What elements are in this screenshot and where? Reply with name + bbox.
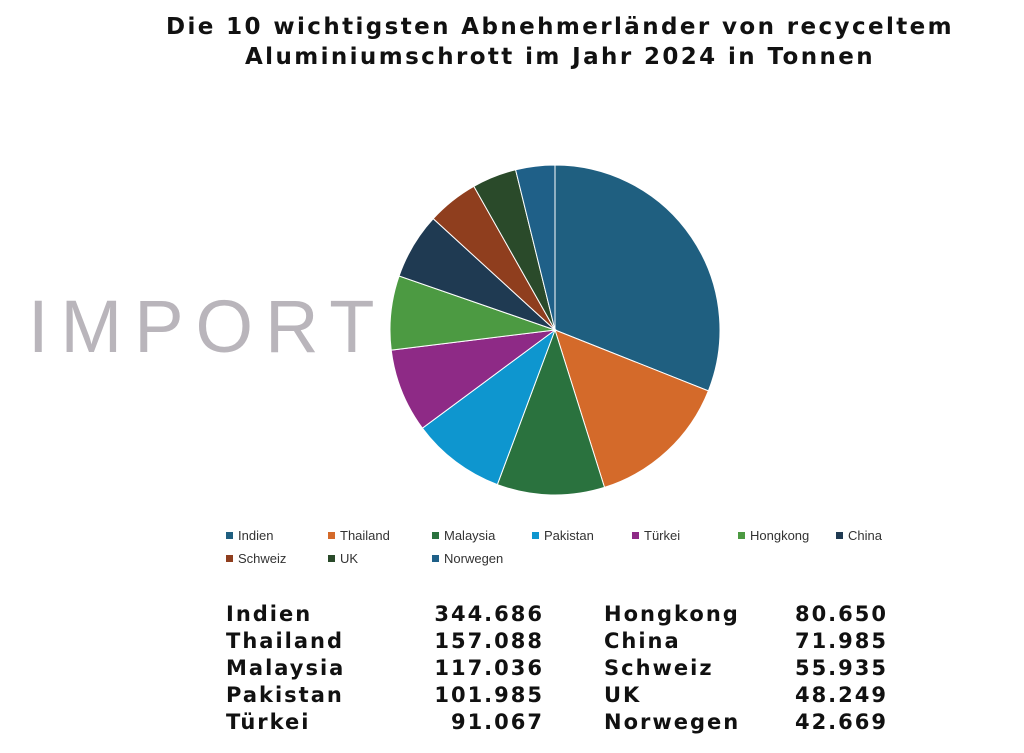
legend-label: China (848, 528, 882, 543)
pie-chart (389, 164, 721, 496)
legend-label: Pakistan (544, 528, 594, 543)
legend-item-uk: UK (328, 551, 358, 566)
legend-label: Thailand (340, 528, 390, 543)
legend-label: Malaysia (444, 528, 496, 543)
legend-item-t-rkei: Türkei (632, 528, 680, 543)
table-row: Indien 344.686 (226, 601, 544, 628)
legend-item-china: China (836, 528, 882, 543)
table-country-value: 117.036 (434, 656, 544, 680)
pie-slice-pakistan (421, 328, 557, 486)
table-country-name: Indien (226, 602, 313, 626)
table-row: Norwegen 42.669 (604, 709, 888, 736)
legend-swatch (328, 532, 335, 539)
table-country-name: Türkei (226, 710, 311, 734)
values-table: Indien 344.686 Thailand 157.088 Malaysia 117.… (226, 601, 926, 741)
legend-swatch (738, 532, 745, 539)
legend-item-pakistan: Pakistan (532, 528, 594, 543)
legend-swatch (632, 532, 639, 539)
table-country-value: 344.686 (434, 602, 544, 626)
import-label: IMPORT (28, 285, 387, 368)
table-country-name: Malaysia (226, 656, 346, 680)
table-row: China 71.985 (604, 628, 888, 655)
legend-label: Hongkong (750, 528, 810, 543)
table-row: Pakistan 101.985 (226, 682, 544, 709)
legend-label: Schweiz (238, 551, 287, 566)
legend-swatch (226, 532, 233, 539)
legend-label: Norwegen (444, 551, 504, 566)
legend-label: Türkei (644, 528, 681, 543)
legend-swatch (328, 555, 335, 562)
table-country-name: Schweiz (604, 656, 714, 680)
table-country-value: 80.650 (794, 602, 888, 626)
table-country-value: 157.088 (434, 629, 544, 653)
table-country-name: Thailand (226, 629, 344, 653)
legend-swatch (432, 532, 439, 539)
table-row: Hongkong 80.650 (604, 601, 888, 628)
legend-label: Indien (238, 528, 274, 543)
pie-slice-indien (554, 164, 721, 392)
legend: Indien Thailand Malaysia Pakistan Türkei Hong… (226, 528, 926, 574)
table-country-name: Norwegen (604, 710, 741, 734)
table-country-name: Pakistan (226, 683, 344, 707)
legend-swatch (226, 555, 233, 562)
table-row: Türkei 91.067 (226, 709, 544, 736)
table-country-value: 101.985 (434, 683, 544, 707)
legend-item-malaysia: Malaysia (432, 528, 495, 543)
table-country-value: 42.669 (794, 710, 888, 734)
legend-label: UK (340, 551, 359, 566)
legend-swatch (836, 532, 843, 539)
table-country-value: 48.249 (794, 683, 888, 707)
table-row: Thailand 157.088 (226, 628, 544, 655)
chart-title-line-2: Aluminiumschrott im Jahr 2024 in Tonnen (244, 44, 876, 70)
table-country-value: 91.067 (450, 710, 544, 734)
legend-swatch (432, 555, 439, 562)
legend-item-indien: Indien (226, 528, 273, 543)
pie-slice-malaysia (496, 328, 606, 496)
table-country-value: 71.985 (794, 629, 888, 653)
table-country-name: China (604, 629, 681, 653)
pie-slice-thailand (554, 329, 710, 489)
legend-item-thailand: Thailand (328, 528, 390, 543)
legend-item-hongkong: Hongkong (738, 528, 809, 543)
legend-item-schweiz: Schweiz (226, 551, 286, 566)
table-country-name: Hongkong (604, 602, 740, 626)
legend-swatch (532, 532, 539, 539)
table-row: Malaysia 117.036 (226, 655, 544, 682)
table-country-value: 55.935 (794, 656, 888, 680)
table-row: Schweiz 55.935 (604, 655, 888, 682)
table-country-name: UK (604, 683, 642, 707)
chart-title: Die 10 wichtigsten Abnehmerländer von re… (90, 12, 1024, 72)
pie-slice-norwegen (514, 164, 556, 331)
chart-title-line-1: Die 10 wichtigsten Abnehmerländer von re… (165, 14, 955, 40)
table-row: UK 48.249 (604, 682, 888, 709)
legend-item-norwegen: Norwegen (432, 551, 503, 566)
